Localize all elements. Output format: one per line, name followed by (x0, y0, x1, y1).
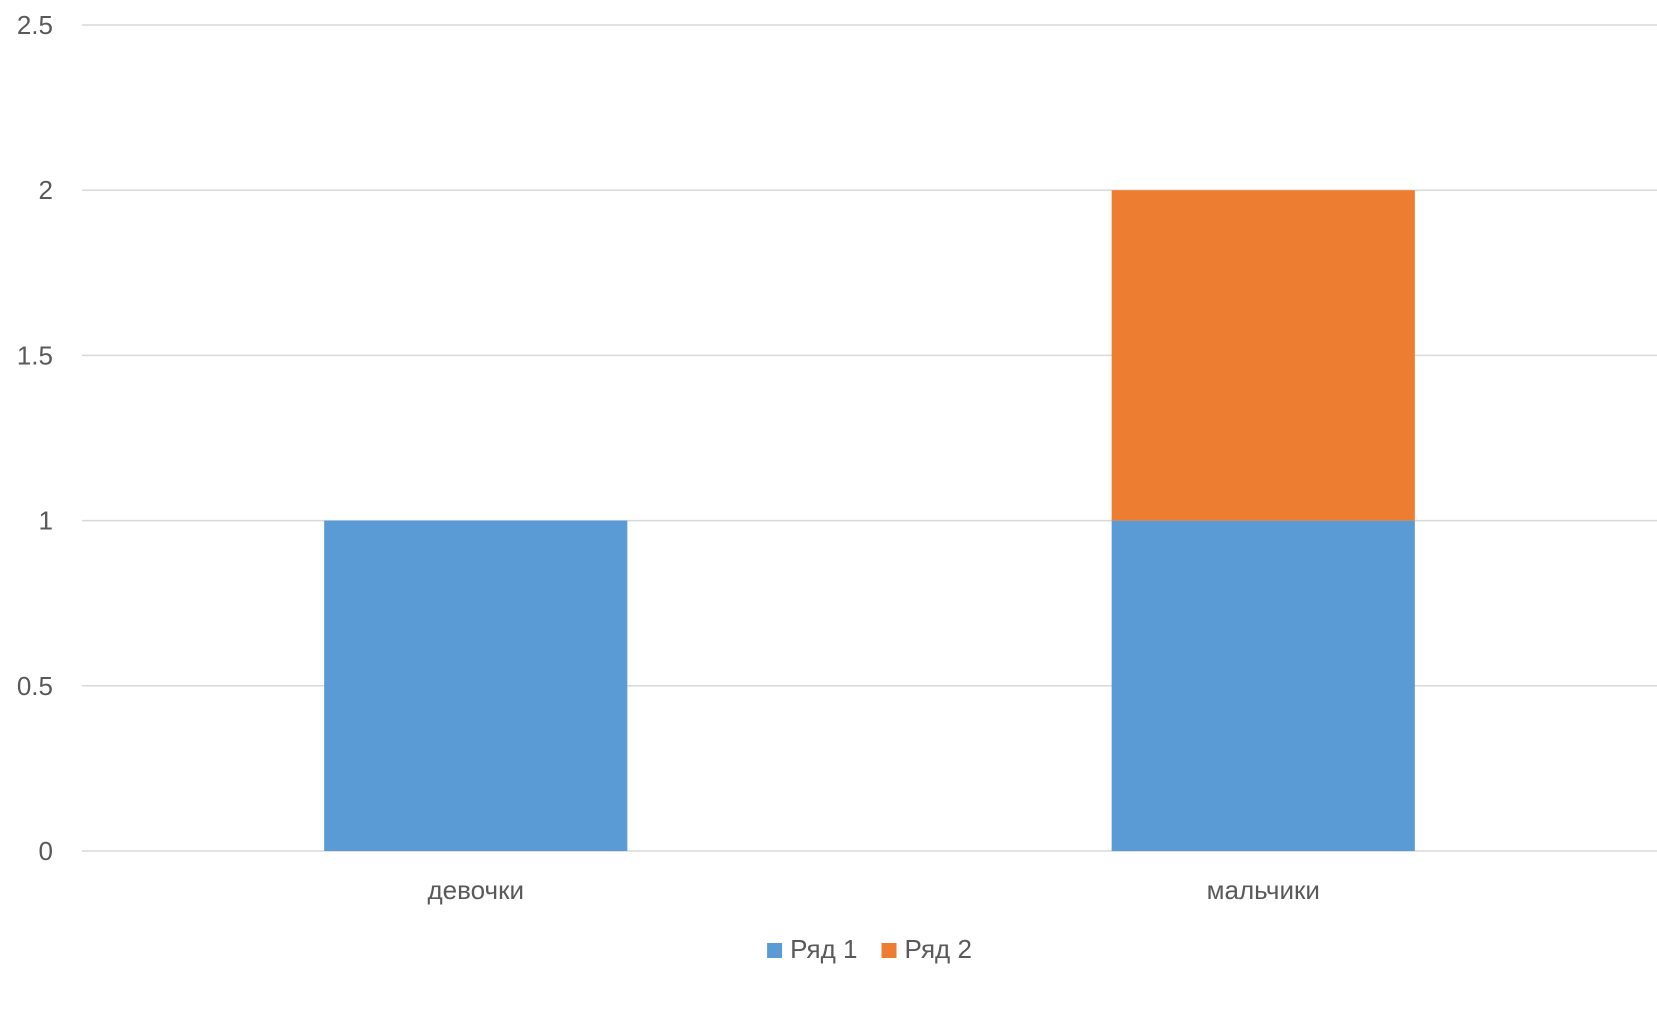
legend-swatch (767, 943, 783, 958)
y-tick-label: 1 (39, 506, 53, 536)
y-tick-label: 2.5 (17, 10, 53, 40)
legend: Ряд 1 Ряд 2 (767, 934, 972, 964)
y-axis-tick-labels: 0 0.5 1 1.5 2 2.5 (17, 10, 53, 866)
y-tick-label: 1.5 (17, 340, 53, 370)
category-label: девочки (428, 875, 524, 905)
legend-swatch (881, 943, 897, 958)
x-axis-category-labels: девочки мальчики (428, 875, 1320, 905)
bar-2-2 (1111, 190, 1415, 521)
legend-label: Ряд 2 (905, 934, 972, 964)
gridlines (82, 24, 1657, 852)
y-tick-label: 0.5 (17, 671, 53, 701)
bar-1-1 (324, 520, 628, 851)
bar-1-2 (1111, 520, 1415, 851)
legend-label: Ряд 1 (790, 934, 857, 964)
y-tick-label: 2 (39, 175, 53, 205)
category-label: мальчики (1207, 875, 1320, 905)
y-tick-label: 0 (39, 836, 53, 866)
bars (324, 190, 1415, 851)
